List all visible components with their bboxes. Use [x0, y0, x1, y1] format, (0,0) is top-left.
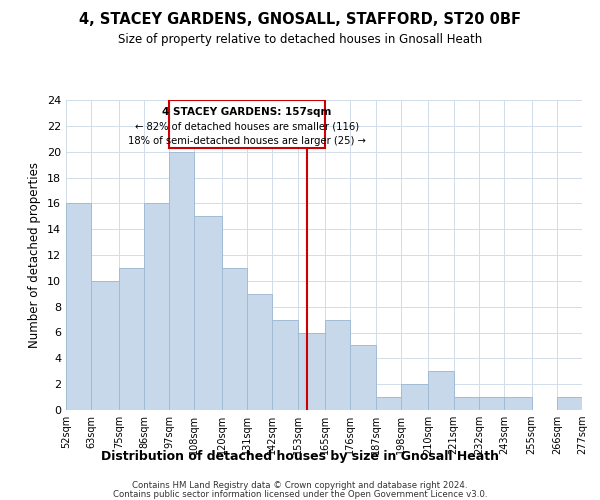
Text: Contains public sector information licensed under the Open Government Licence v3: Contains public sector information licen… — [113, 490, 487, 499]
Bar — [479, 397, 504, 410]
Bar — [194, 216, 222, 410]
Text: Distribution of detached houses by size in Gnosall Heath: Distribution of detached houses by size … — [101, 450, 499, 463]
Bar — [376, 397, 401, 410]
Bar — [325, 320, 350, 410]
Bar — [66, 204, 91, 410]
Bar — [169, 152, 194, 410]
Bar — [247, 294, 272, 410]
Bar — [401, 384, 428, 410]
Bar — [222, 268, 247, 410]
Text: 18% of semi-detached houses are larger (25) →: 18% of semi-detached houses are larger (… — [128, 136, 366, 146]
Bar — [169, 100, 325, 148]
Bar — [298, 332, 325, 410]
Text: ← 82% of detached houses are smaller (116): ← 82% of detached houses are smaller (11… — [135, 122, 359, 132]
Bar — [428, 371, 454, 410]
Text: 4 STACEY GARDENS: 157sqm: 4 STACEY GARDENS: 157sqm — [163, 107, 332, 117]
Bar — [119, 268, 144, 410]
Text: 4, STACEY GARDENS, GNOSALL, STAFFORD, ST20 0BF: 4, STACEY GARDENS, GNOSALL, STAFFORD, ST… — [79, 12, 521, 28]
Y-axis label: Number of detached properties: Number of detached properties — [28, 162, 41, 348]
Bar — [454, 397, 479, 410]
Bar — [557, 397, 582, 410]
Text: Contains HM Land Registry data © Crown copyright and database right 2024.: Contains HM Land Registry data © Crown c… — [132, 481, 468, 490]
Bar — [91, 281, 119, 410]
Bar — [504, 397, 532, 410]
Bar — [272, 320, 298, 410]
Text: Size of property relative to detached houses in Gnosall Heath: Size of property relative to detached ho… — [118, 32, 482, 46]
Bar — [144, 204, 169, 410]
Bar — [350, 346, 376, 410]
